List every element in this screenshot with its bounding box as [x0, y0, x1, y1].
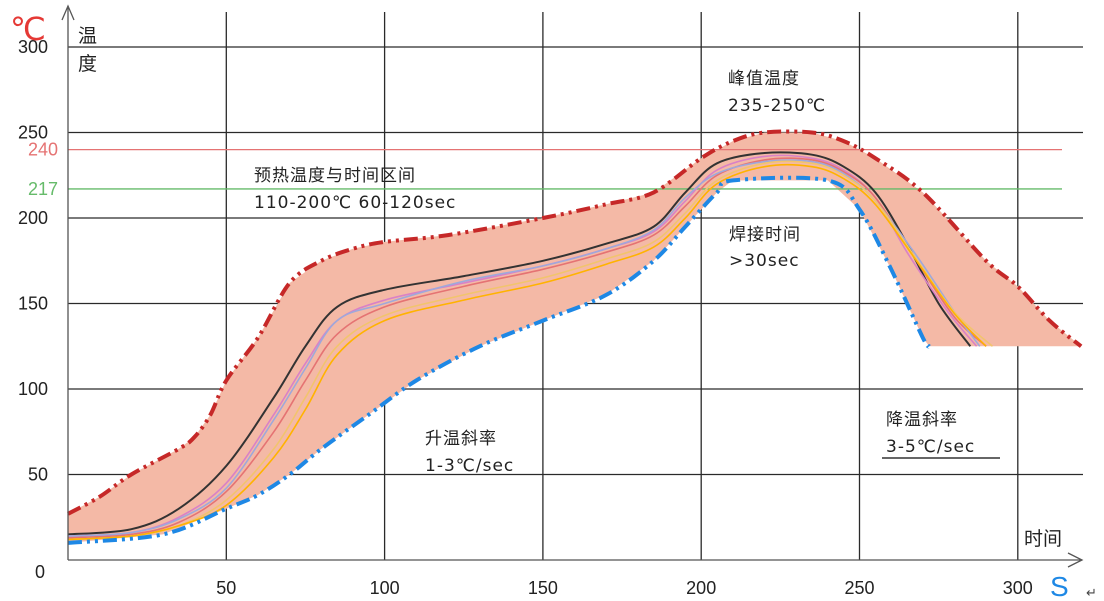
- process-window-area: [68, 132, 1082, 543]
- series-line-5: [67, 160, 994, 541]
- series-line-3: [67, 157, 987, 539]
- ramp-down-annotation-title: 降温斜率: [886, 410, 958, 430]
- y-tick-label-300: 300: [18, 37, 48, 57]
- axes: [61, 4, 1084, 568]
- y-tick-label-200: 200: [18, 208, 48, 228]
- series-line-6: [67, 164, 987, 541]
- x-tick-label-300: 300: [1003, 578, 1033, 598]
- lower-limit-line: [67, 175, 931, 545]
- reference-label-240: 240: [28, 140, 58, 160]
- x-tick-label-250: 250: [844, 578, 874, 598]
- preheat-annotation-value: 110-200℃ 60-120sec: [254, 193, 456, 213]
- peak-annotation-title: 峰值温度: [728, 69, 800, 89]
- x-tick-label-150: 150: [528, 578, 558, 598]
- ramp-down-annotation-value: 3-5℃/sec: [886, 437, 975, 457]
- y-axis-label-char-1: 温: [78, 25, 97, 47]
- x-tick-label-200: 200: [686, 578, 716, 598]
- y-tick-label-250: 250: [18, 123, 48, 143]
- x-tick-label-100: 100: [370, 578, 400, 598]
- ramp-up-annotation-value: 1-3℃/sec: [425, 456, 514, 476]
- y-axis-label-char-2: 度: [78, 53, 97, 75]
- peak-annotation-value: 235-250℃: [728, 96, 826, 116]
- y-tick-label-100: 100: [18, 379, 48, 399]
- series-lines: [67, 151, 994, 541]
- y-tick-label-50: 50: [28, 465, 48, 485]
- y-axis-arrow: [61, 4, 75, 21]
- reference-label-217: 217: [28, 179, 58, 199]
- return-mark-icon: ↵: [1086, 586, 1097, 601]
- soldering-annotation-title: 焊接时间: [729, 225, 801, 245]
- series-line-1: [67, 151, 972, 536]
- x-axis-label: 时间: [1024, 528, 1062, 550]
- preheat-annotation-title: 预热温度与时间区间: [254, 166, 416, 186]
- upper-limit-line: [67, 129, 1083, 516]
- y-tick-label-150: 150: [18, 294, 48, 314]
- x-tick-label-0: 0: [35, 562, 45, 582]
- x-unit-label: S: [1050, 571, 1069, 601]
- soldering-annotation-value: >30sec: [729, 251, 800, 271]
- tick-labels: 0 50 100 150 200 250 300 50 100 150 200 250 300: [18, 37, 1033, 598]
- ramp-up-annotation-title: 升温斜率: [425, 429, 497, 449]
- reference-lines: 240 217: [28, 140, 1062, 199]
- x-tick-label-50: 50: [216, 578, 236, 598]
- x-axis-arrow: [1067, 552, 1084, 568]
- y-unit-label: ℃: [10, 10, 46, 48]
